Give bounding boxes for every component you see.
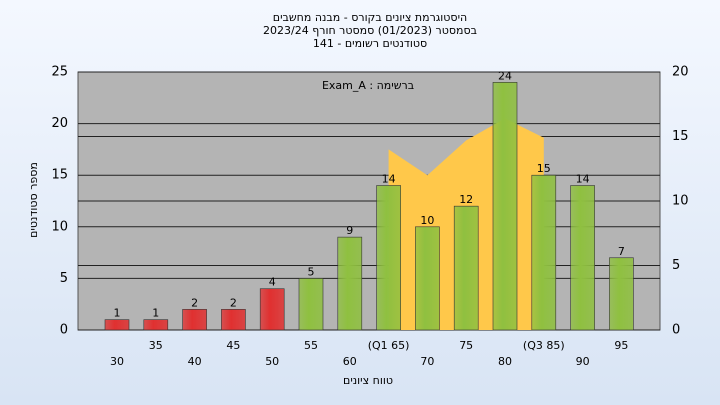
- x-tick-label: 60: [343, 355, 357, 368]
- x-tick-label: 90: [576, 355, 590, 368]
- chart-subtitle: סטודנטים רשומים - 141: [313, 37, 427, 50]
- x-tick-label: 70: [420, 355, 434, 368]
- bar: [609, 257, 634, 331]
- chart-subtitle: בסמסטר (01/2023) סמסטר חורף 2023/24: [263, 24, 477, 37]
- y-tick-label: 15: [51, 168, 68, 183]
- x-tick-label: 55: [304, 339, 318, 352]
- y2-tick-label: 15: [672, 129, 689, 144]
- y-axis-label: מספר סטודנטים: [27, 162, 40, 238]
- data-label: 2: [230, 296, 237, 309]
- data-label: 2: [191, 296, 198, 309]
- y-tick-label: 10: [51, 219, 68, 234]
- bar: [259, 288, 285, 331]
- data-label: 1: [114, 307, 121, 320]
- data-label: 24: [498, 69, 512, 82]
- x-tick-label: 40: [188, 355, 202, 368]
- chart-title: היסטוגרמת ציונים בקורס - מבנה מחשבים: [273, 11, 467, 24]
- bar: [337, 236, 363, 331]
- bar: [570, 185, 595, 331]
- data-label: 12: [459, 193, 473, 206]
- data-label: 5: [308, 265, 315, 278]
- y-tick-label: 20: [51, 116, 68, 131]
- x-tick-label: 80: [498, 355, 512, 368]
- x-tick-label: 50: [265, 355, 279, 368]
- x-tick-label: (Q3 85): [523, 339, 565, 352]
- data-label: 4: [269, 276, 276, 289]
- x-tick-label: 45: [226, 339, 240, 352]
- x-tick-label: 30: [110, 355, 124, 368]
- bar: [376, 185, 401, 331]
- data-label: 10: [420, 214, 434, 227]
- y-tick-label: 25: [51, 65, 68, 80]
- bar: [221, 309, 246, 331]
- y2-tick-label: 5: [672, 258, 680, 273]
- data-label: 14: [382, 173, 396, 186]
- x-axis-label: טווח ציונים: [343, 374, 393, 387]
- annotation: Exam_A : ברשימה: [322, 79, 414, 92]
- bar: [531, 174, 557, 331]
- y-tick-label: 0: [60, 323, 68, 338]
- bar: [415, 226, 440, 331]
- bar: [104, 319, 130, 331]
- x-tick-label: (Q1 65): [368, 339, 410, 352]
- data-label: 9: [346, 224, 353, 237]
- x-tick-label: 95: [614, 339, 628, 352]
- data-label: 14: [576, 173, 590, 186]
- bar: [143, 319, 169, 331]
- bar: [492, 82, 518, 331]
- y-tick-label: 5: [60, 271, 68, 286]
- bar: [453, 205, 479, 331]
- data-label: 15: [537, 162, 551, 175]
- data-label: 7: [618, 245, 625, 258]
- y2-tick-label: 0: [672, 323, 680, 338]
- y2-tick-label: 20: [672, 65, 689, 80]
- bar: [182, 309, 207, 331]
- x-tick-label: 75: [459, 339, 473, 352]
- x-tick-label: 35: [149, 339, 163, 352]
- y2-tick-label: 10: [672, 194, 689, 209]
- data-label: 1: [152, 307, 159, 320]
- bar: [298, 278, 324, 331]
